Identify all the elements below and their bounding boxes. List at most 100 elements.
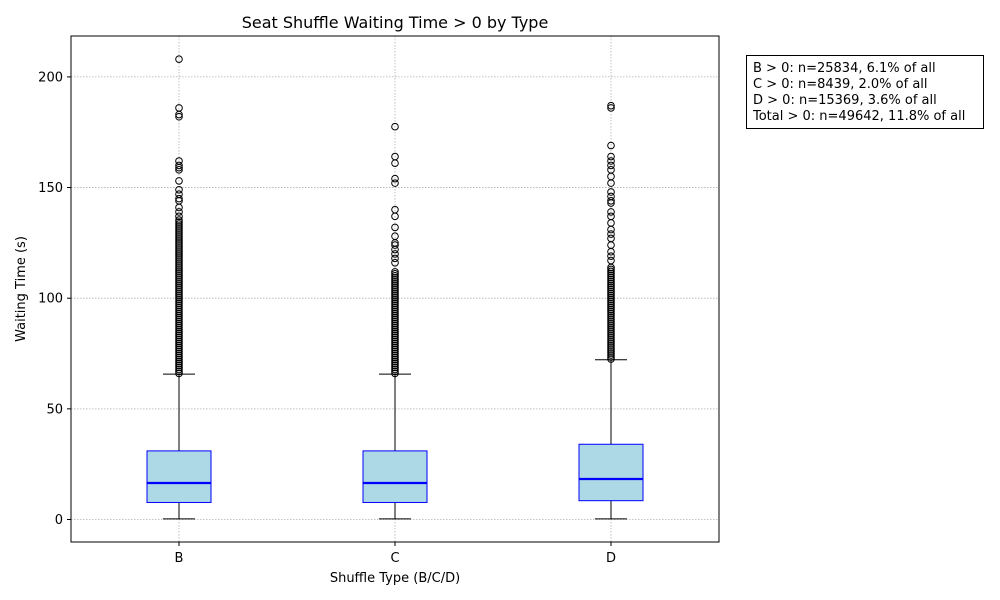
outlier-point — [175, 353, 183, 362]
outlier-point — [175, 311, 183, 320]
stats-line-c: C > 0: n=8439, 2.0% of all — [753, 77, 928, 92]
outlier-point — [175, 270, 183, 278]
outlier-point — [391, 367, 399, 376]
outlier-point — [391, 365, 399, 374]
box-C — [362, 122, 428, 520]
outlier-point — [175, 244, 183, 252]
outlier-point — [391, 307, 399, 316]
outlier-point — [391, 335, 399, 344]
outlier-point — [607, 311, 615, 320]
y-tick-label: 200 — [38, 70, 63, 85]
outlier-point — [175, 252, 183, 260]
outlier-point — [391, 355, 399, 364]
outlier-point — [607, 337, 615, 345]
outlier-point — [391, 301, 399, 310]
outlier-point — [175, 301, 183, 310]
outlier-point — [175, 359, 183, 368]
outlier-point — [607, 157, 615, 165]
outlier-point — [607, 252, 615, 260]
outlier-point — [175, 218, 183, 226]
outlier-point — [175, 234, 183, 242]
outlier-point — [175, 349, 183, 358]
outlier-point — [391, 241, 399, 249]
outlier-point — [175, 315, 183, 324]
outlier-point — [607, 319, 615, 328]
outlier-point — [391, 280, 399, 288]
outlier-point — [607, 333, 615, 341]
stats-annotation-box: B > 0: n=25834, 6.1% of all C > 0: n=843… — [746, 55, 984, 129]
outlier-point — [607, 281, 615, 290]
outlier-point — [607, 315, 615, 324]
outlier-point — [607, 269, 615, 278]
outlier-point — [391, 278, 399, 286]
outlier-point — [175, 232, 183, 240]
outlier-point — [391, 369, 399, 378]
outlier-point — [607, 305, 615, 314]
outlier-point — [175, 327, 183, 336]
outlier-point — [607, 267, 615, 276]
outlier-point — [175, 345, 183, 354]
outlier-point — [391, 321, 399, 330]
outlier-point — [607, 313, 615, 322]
outlier-point — [175, 369, 183, 378]
outlier-point — [391, 345, 399, 354]
outlier-point — [391, 337, 399, 346]
outlier-point — [607, 331, 615, 339]
outlier-point — [607, 347, 615, 355]
outlier-point — [607, 309, 615, 318]
outlier-point — [607, 197, 615, 205]
outlier-point — [391, 283, 399, 292]
outlier-point — [175, 305, 183, 314]
iqr-box — [578, 443, 644, 502]
outlier-point — [175, 203, 183, 212]
outlier-point — [175, 341, 183, 350]
outlier-point — [391, 274, 399, 282]
outlier-point — [391, 333, 399, 342]
outlier-point — [607, 293, 615, 302]
outlier-point — [175, 248, 183, 256]
x-tick-label: D — [606, 551, 616, 566]
outlier-point — [607, 271, 615, 280]
outliers — [175, 55, 183, 378]
outlier-point — [391, 357, 399, 366]
outlier-point — [175, 246, 183, 254]
outlier-point — [391, 289, 399, 298]
outlier-point — [175, 343, 183, 352]
outlier-point — [607, 230, 615, 238]
outlier-point — [607, 355, 615, 363]
outlier-point — [391, 285, 399, 294]
outlier-point — [391, 245, 399, 254]
outlier-point — [175, 280, 183, 288]
outlier-point — [175, 317, 183, 326]
outlier-point — [175, 363, 183, 372]
outlier-point — [607, 179, 615, 187]
outlier-point — [175, 285, 183, 294]
outlier-point — [607, 141, 615, 150]
outlier-point — [391, 291, 399, 300]
outlier-point — [391, 353, 399, 362]
outlier-point — [175, 357, 183, 366]
outlier-point — [391, 329, 399, 338]
outlier-point — [175, 264, 183, 272]
outlier-point — [175, 212, 183, 221]
outlier-point — [607, 289, 615, 298]
outlier-point — [175, 347, 183, 356]
outlier-point — [175, 361, 183, 370]
outlier-point — [175, 365, 183, 374]
iqr-box — [362, 450, 428, 503]
iqr-box — [146, 450, 212, 503]
outlier-point — [391, 311, 399, 320]
outlier-point — [175, 337, 183, 346]
outlier-point — [607, 307, 615, 316]
outlier-point — [175, 238, 183, 246]
stats-line-total: Total > 0: n=49642, 11.8% of all — [753, 109, 966, 124]
outlier-point — [175, 250, 183, 258]
outlier-point — [607, 341, 615, 349]
outlier-point — [175, 295, 183, 304]
outlier-point — [175, 287, 183, 296]
outlier-point — [175, 299, 183, 308]
outlier-point — [391, 351, 399, 360]
outlier-point — [391, 212, 399, 221]
outlier-point — [607, 188, 615, 196]
outlier-point — [391, 327, 399, 336]
